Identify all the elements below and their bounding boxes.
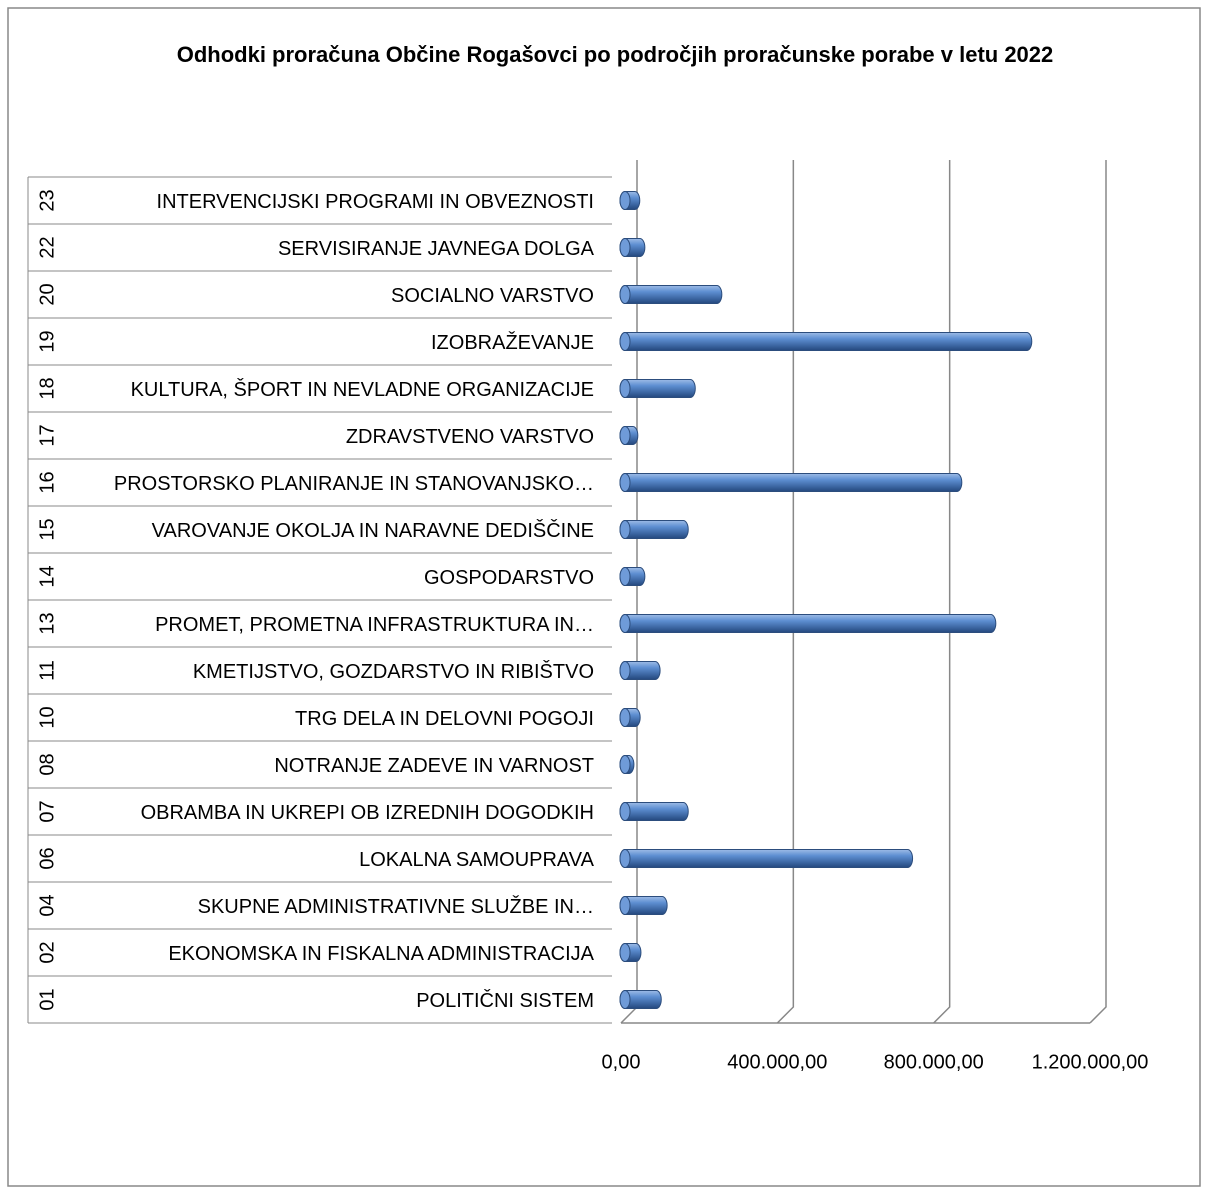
y-tick-label: OBRAMBA IN UKREPI OB IZREDNIH DOGODKIH: [141, 802, 594, 824]
x-tick-label: 1.200.000,00: [1032, 1051, 1149, 1073]
bar-cap: [619, 567, 631, 586]
category-code: 23: [36, 189, 58, 211]
bar: [619, 849, 914, 868]
y-tick-label: KULTURA, ŠPORT IN NEVLADNE ORGANIZACIJE: [131, 378, 594, 401]
category-code: 10: [36, 706, 58, 728]
bar: [619, 614, 997, 633]
y-tick-label: GOSPODARSTVO: [424, 567, 594, 589]
category-code: 01: [36, 988, 58, 1010]
y-tick-label: PROSTORSKO PLANIRANJE IN STANOVANJSKO…: [114, 473, 594, 495]
category-code: 19: [36, 330, 58, 352]
category-code: 06: [36, 847, 58, 869]
bar-cap: [619, 614, 631, 633]
bar-cap: [619, 896, 631, 915]
x-tick-label: 400.000,00: [727, 1051, 827, 1073]
y-tick-label: TRG DELA IN DELOVNI POGOJI: [295, 708, 594, 730]
category-code: 02: [36, 941, 58, 963]
y-tick-label: NOTRANJE ZADEVE IN VARNOST: [274, 755, 594, 777]
bar-cap: [619, 426, 631, 445]
x-tick-label: 800.000,00: [884, 1051, 984, 1073]
x-tick-label: 0,00: [602, 1051, 641, 1073]
bar-cap: [619, 755, 631, 774]
grid-line: [1089, 160, 1107, 1024]
category-code: 04: [36, 894, 58, 916]
y-tick-label: EKONOMSKA IN FISKALNA ADMINISTRACIJA: [168, 943, 594, 965]
y-tick-label: LOKALNA SAMOUPRAVA: [359, 849, 595, 871]
y-tick-label: ZDRAVSTVENO VARSTVO: [346, 426, 594, 448]
y-tick-label: POLITIČNI SISTEM: [416, 989, 594, 1012]
chart-title: Odhodki proračuna Občine Rogašovci po po…: [176, 42, 1054, 67]
bar-cap: [619, 285, 631, 304]
y-tick-label: SOCIALNO VARSTVO: [391, 285, 594, 307]
bar-cap: [619, 238, 631, 257]
bar-cap: [619, 379, 631, 398]
y-tick-label: PROMET, PROMETNA INFRASTRUKTURA IN…: [155, 614, 594, 636]
category-code: 15: [36, 518, 58, 540]
bar: [619, 379, 696, 398]
category-code: 20: [36, 283, 58, 305]
bar-cap: [619, 943, 631, 962]
bar: [619, 332, 1033, 351]
bar-cap: [619, 661, 631, 680]
bar-cap: [619, 473, 631, 492]
bar: [619, 285, 723, 304]
y-tick-label: IZOBRAŽEVANJE: [431, 331, 594, 354]
category-code: 17: [36, 424, 58, 446]
category-code: 08: [36, 753, 58, 775]
y-tick-label: VAROVANJE OKOLJA IN NARAVNE DEDIŠČINE: [152, 519, 594, 542]
y-tick-label: KMETIJSTVO, GOZDARSTVO IN RIBIŠTVO: [193, 660, 594, 683]
category-code: 13: [36, 612, 58, 634]
category-code: 07: [36, 800, 58, 822]
bar-cap: [619, 520, 631, 539]
bar-cap: [619, 990, 631, 1009]
bar-cap: [619, 708, 631, 727]
category-code: 11: [36, 660, 58, 681]
category-code: 14: [36, 565, 58, 587]
bar: [619, 473, 963, 492]
y-tick-label: SERVISIRANJE JAVNEGA DOLGA: [278, 238, 595, 260]
category-code: 16: [36, 471, 58, 493]
bar-cap: [619, 849, 631, 868]
y-tick-label: SKUPNE ADMINISTRATIVNE SLUŽBE IN…: [198, 895, 594, 918]
category-code: 22: [36, 236, 58, 258]
grid-line: [776, 160, 795, 1024]
bar-cap: [619, 332, 631, 351]
bar-cap: [619, 191, 631, 210]
grid-line: [933, 160, 951, 1024]
bar-cap: [619, 802, 631, 821]
category-code: 18: [36, 377, 58, 399]
y-tick-label: INTERVENCIJSKI PROGRAMI IN OBVEZNOSTI: [157, 191, 594, 213]
chart-border: [7, 7, 1201, 1187]
